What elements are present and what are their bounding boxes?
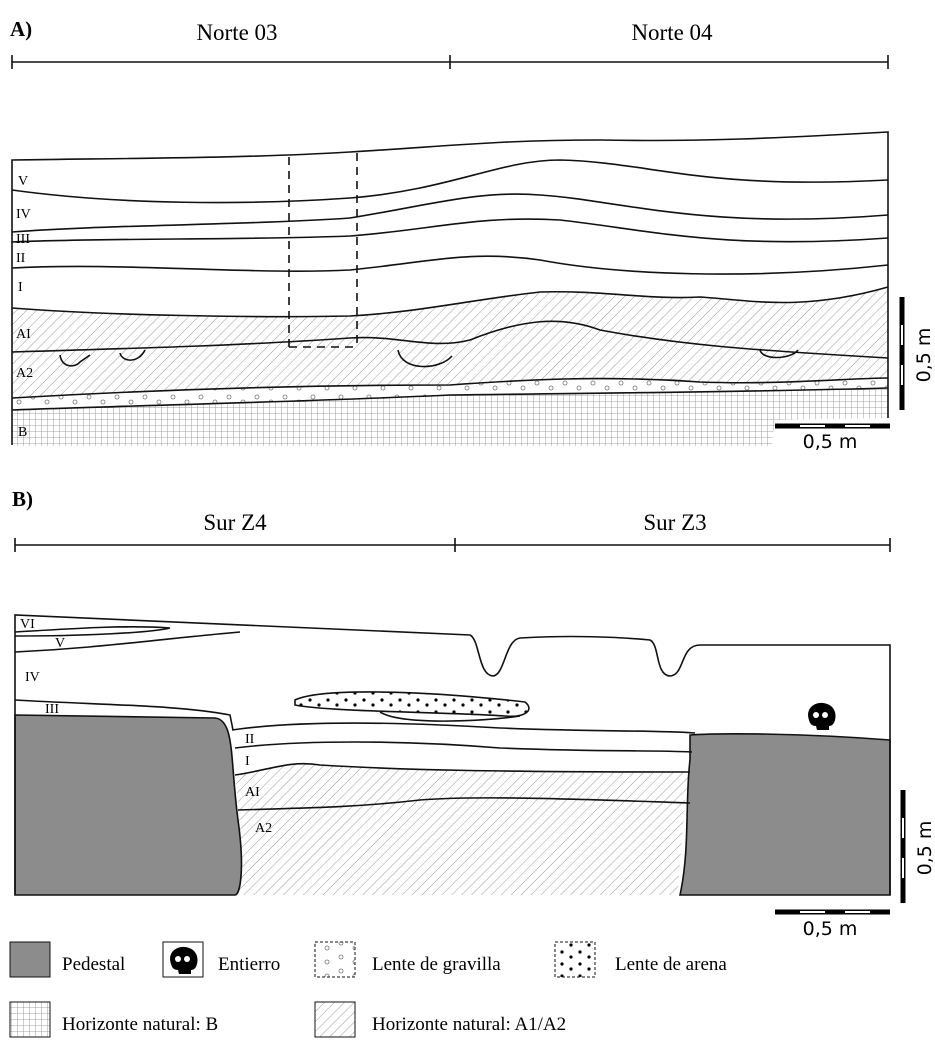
legend-label: Lente de arena bbox=[615, 954, 727, 975]
grid-fill bbox=[12, 388, 888, 446]
layer-label: AI bbox=[16, 327, 31, 342]
section-ruler bbox=[14, 538, 891, 552]
layer-lines bbox=[14, 614, 891, 895]
panel-label: A) bbox=[10, 17, 32, 41]
legend-swatch bbox=[554, 941, 596, 978]
layer-label: I bbox=[18, 280, 23, 295]
layer-label: III bbox=[45, 702, 59, 717]
layer-labels: VI V IV III II I AI A2 bbox=[20, 617, 272, 836]
gravel-fill bbox=[12, 378, 888, 410]
layer-label: III bbox=[16, 232, 30, 247]
layer-label: VI bbox=[20, 617, 35, 632]
layer-label: I bbox=[245, 754, 250, 769]
layer-label: A2 bbox=[16, 366, 33, 381]
legend-label: Entierro bbox=[218, 954, 280, 975]
layer-label: IV bbox=[16, 207, 31, 222]
scale-label: 0,5 m bbox=[914, 821, 935, 876]
legend-swatch bbox=[9, 941, 51, 978]
pedestal bbox=[14, 714, 243, 896]
section-label: Norte 04 bbox=[631, 20, 713, 45]
layer-lines bbox=[11, 131, 889, 445]
legend-label: Lente de gravilla bbox=[372, 954, 501, 975]
section-ruler bbox=[11, 55, 889, 69]
panel-label: B) bbox=[12, 487, 33, 511]
panel-a: A) Norte 03 Norte 04 V IV III II I AI A2… bbox=[10, 17, 935, 453]
section-label: Sur Z3 bbox=[643, 510, 706, 535]
legend-swatch bbox=[9, 1001, 51, 1038]
section-label: Sur Z4 bbox=[203, 510, 267, 535]
layer-label: A2 bbox=[255, 821, 272, 836]
layer-label: II bbox=[16, 251, 26, 266]
sand-lens bbox=[294, 691, 530, 718]
hatch-fill bbox=[235, 763, 690, 895]
scale-label: 0,5 m bbox=[803, 918, 858, 940]
section-label: Norte 03 bbox=[196, 20, 277, 45]
legend-label: Horizonte natural: B bbox=[62, 1014, 218, 1035]
legend-swatch bbox=[314, 941, 356, 978]
layer-label: B bbox=[18, 425, 27, 440]
pedestal bbox=[679, 733, 891, 896]
scale-label: 0,5 m bbox=[803, 431, 858, 453]
scale-label: 0,5 m bbox=[913, 328, 935, 383]
legend-label: Horizonte natural: A1/A2 bbox=[372, 1014, 566, 1035]
layer-label: V bbox=[55, 636, 65, 651]
layer-label: IV bbox=[25, 670, 40, 685]
panel-b: B) Sur Z4 Sur Z3 VI V IV III II I AI A2 … bbox=[12, 487, 935, 940]
legend-label: Pedestal bbox=[62, 954, 125, 975]
layer-label: AI bbox=[245, 785, 260, 800]
legend: Pedestal Entierro Lente de gravilla Lent… bbox=[9, 941, 727, 1038]
legend-swatch bbox=[314, 1001, 356, 1038]
layer-labels: V IV III II I AI A2 B bbox=[16, 174, 33, 440]
layer-label: II bbox=[245, 732, 255, 747]
layer-label: V bbox=[18, 174, 28, 189]
burial-icon bbox=[808, 702, 836, 730]
